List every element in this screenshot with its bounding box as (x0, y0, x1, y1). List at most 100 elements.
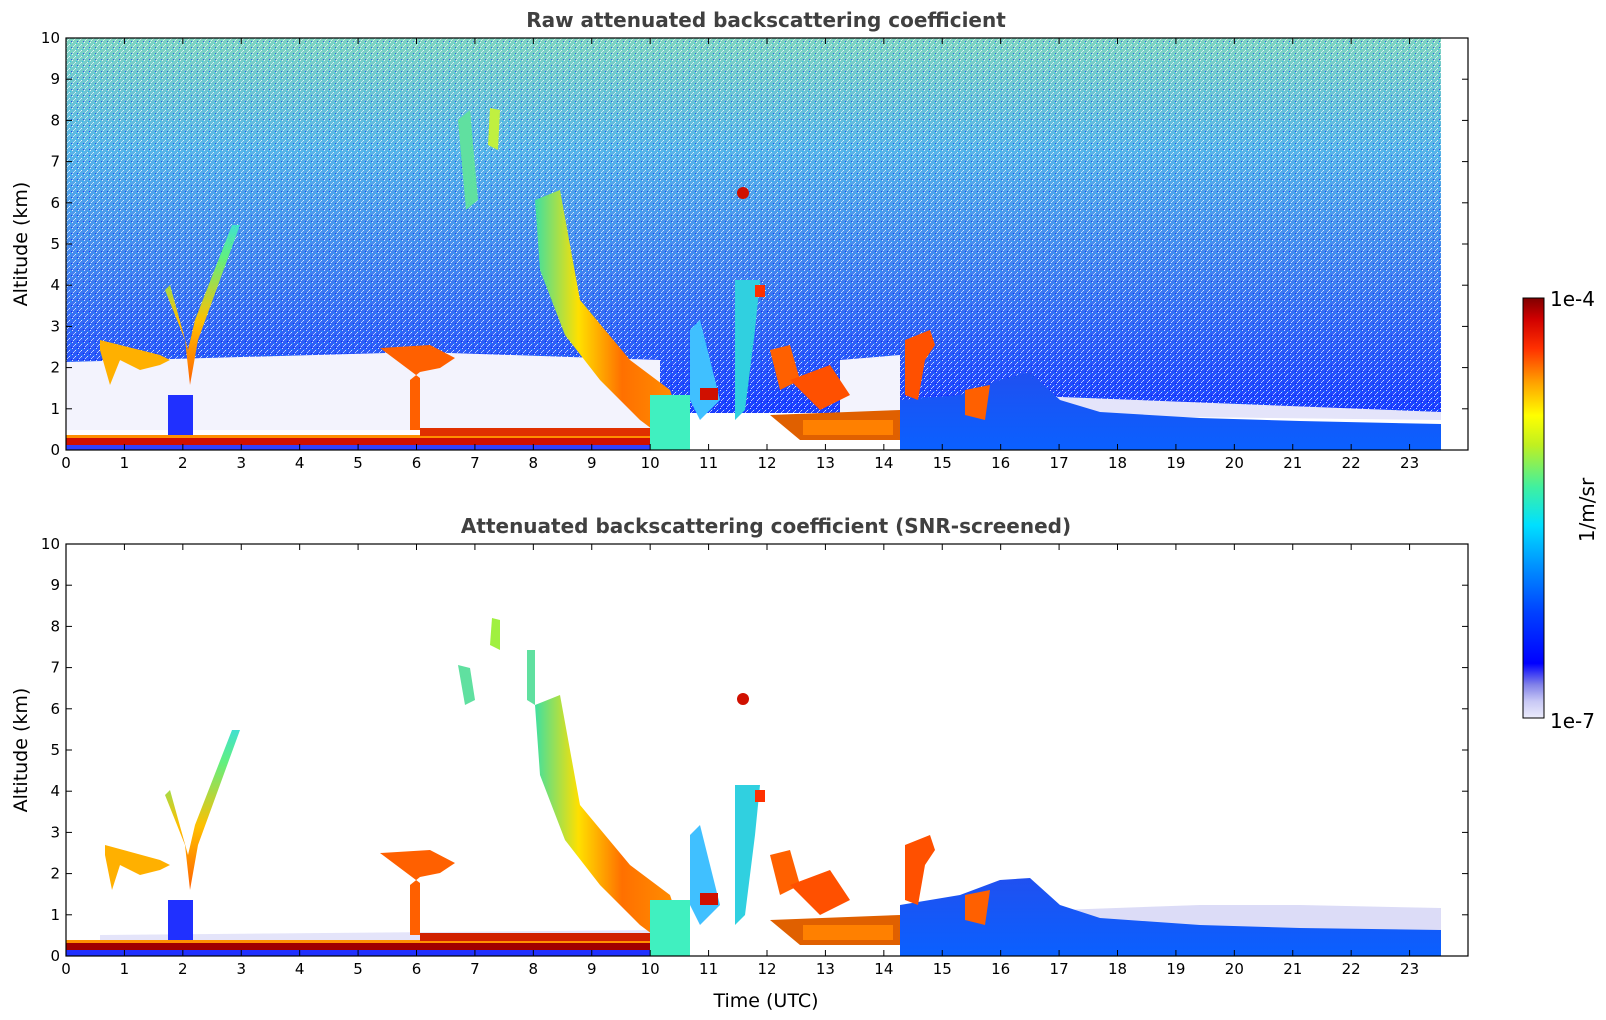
top-y-tick-label: 0 (50, 441, 60, 459)
top-x-tick-label: 16 (991, 454, 1010, 472)
bottom-surface-layer-top (66, 940, 666, 943)
top-panel: Raw attenuated backscattering coefficien… (10, 8, 1469, 472)
top-v-cloud-base (168, 395, 193, 435)
top-x-tick-label: 15 (933, 454, 952, 472)
bottom-panel-title: Attenuated backscattering coefficient (S… (461, 514, 1071, 538)
top-x-tick-label: 8 (529, 454, 539, 472)
bottom-x-tick-label: 18 (1108, 960, 1127, 978)
colorbar-unit-label: 1/m/sr (1575, 477, 1599, 542)
top-x-tick-label: 12 (757, 454, 776, 472)
top-x-tick-label: 1 (120, 454, 130, 472)
top-cell-2 (735, 280, 760, 420)
bottom-cell-3 (770, 850, 800, 895)
bottom-x-tick-label: 7 (470, 960, 480, 978)
top-y-tick-label: 9 (50, 70, 60, 88)
bottom-descending-cloud (535, 695, 680, 940)
colorbar-frame (1522, 297, 1545, 719)
bottom-cell-4 (790, 870, 850, 915)
bottom-y-axis-label: Altitude (km) (10, 688, 32, 813)
bottom-x-tick-label: 12 (757, 960, 776, 978)
top-elevated-aerosol (380, 345, 455, 430)
bottom-x-tick-label: 14 (874, 960, 893, 978)
top-x-ticks: 0 1 2 3 4 5 6 7 8 9 10 11 12 13 14 15 16 17 18 19 20 21 22 23 (61, 38, 1419, 472)
bottom-cell-2-core (755, 790, 765, 802)
bottom-heatmap (66, 544, 1468, 956)
bottom-boundary-layer (900, 878, 1441, 956)
bottom-x-tick-label: 13 (816, 960, 835, 978)
top-cell-2-core (755, 285, 765, 297)
top-cirrus-1 (458, 110, 478, 210)
bottom-x-tick-label: 0 (61, 960, 71, 978)
bottom-y-tick-label: 8 (50, 617, 60, 635)
top-boundary-layer (900, 372, 1441, 450)
bottom-cloud-base (650, 900, 690, 956)
top-isolated-cloud (737, 187, 749, 199)
bottom-y-tick-label: 1 (50, 906, 60, 924)
bottom-x-tick-label: 1 (120, 960, 130, 978)
bottom-x-tick-label: 4 (295, 960, 305, 978)
top-x-tick-label: 2 (178, 454, 188, 472)
bottom-y-tick-label: 4 (50, 782, 60, 800)
bottom-x-tick-label: 10 (641, 960, 660, 978)
top-y-tick-label: 4 (50, 276, 60, 294)
top-x-tick-label: 22 (1342, 454, 1361, 472)
top-y-tick-label: 8 (50, 111, 60, 129)
top-y-tick-label: 3 (50, 317, 60, 335)
bottom-y-tick-label: 5 (50, 741, 60, 759)
top-x-tick-label: 17 (1050, 454, 1069, 472)
top-cloud-16 (965, 385, 990, 420)
colorbar: 1e-4 1e-7 1/m/sr (1522, 287, 1599, 733)
top-heatmap (66, 38, 1468, 450)
top-cell-4 (790, 365, 850, 410)
top-x-tick-label: 7 (470, 454, 480, 472)
bottom-x-tick-label: 22 (1342, 960, 1361, 978)
bottom-x-tick-label: 2 (178, 960, 188, 978)
bottom-cell-1-core (700, 893, 718, 905)
top-y-tick-label: 1 (50, 400, 60, 418)
top-noise-speckle (66, 38, 1441, 413)
bottom-x-tick-label: 15 (933, 960, 952, 978)
bottom-y-tick-label: 2 (50, 865, 60, 883)
bottom-cloud-15 (905, 835, 935, 905)
bottom-cirrus-1 (458, 665, 475, 705)
bottom-cell-2 (735, 785, 760, 925)
bottom-y-tick-label: 6 (50, 700, 60, 718)
bottom-v-cloud-base (168, 900, 193, 940)
top-surface-layer-top (66, 435, 666, 438)
top-y-axis-label: Altitude (km) (10, 182, 32, 307)
top-x-tick-label: 0 (61, 454, 71, 472)
bottom-v-cloud (165, 730, 240, 890)
bottom-x-tick-label: 11 (699, 960, 718, 978)
top-v-cloud (165, 225, 240, 385)
top-x-tick-label: 20 (1225, 454, 1244, 472)
top-y-tick-label: 2 (50, 359, 60, 377)
top-clear-air (66, 352, 660, 430)
bottom-x-tick-label: 20 (1225, 960, 1244, 978)
bottom-x-tick-label: 8 (529, 960, 539, 978)
bottom-surface-layer (66, 943, 666, 950)
bottom-x-axis-label: Time (UTC) (712, 990, 818, 1012)
bottom-elevated-aerosol (380, 850, 455, 935)
top-cell-3 (770, 345, 800, 390)
bottom-surface-layer-base (66, 950, 666, 956)
top-y-tick-label: 10 (41, 29, 60, 47)
bottom-y-tick-label: 10 (41, 535, 60, 553)
colorbar-max-label: 1e-4 (1550, 287, 1595, 311)
top-x-tick-label: 19 (1166, 454, 1185, 472)
bottom-plot-bg (66, 544, 1468, 956)
bottom-y-tick-label: 9 (50, 576, 60, 594)
bottom-y-tick-label: 3 (50, 823, 60, 841)
top-x-tick-label: 11 (699, 454, 718, 472)
top-y-tick-label: 5 (50, 235, 60, 253)
top-x-tick-label: 14 (874, 454, 893, 472)
top-surface-layer-base (66, 445, 666, 450)
bottom-isolated-cloud (737, 693, 749, 705)
bottom-x-tick-label: 17 (1050, 960, 1069, 978)
bottom-x-tick-label: 3 (236, 960, 246, 978)
top-descending-cloud (535, 190, 680, 435)
top-panel-title: Raw attenuated backscattering coefficien… (526, 8, 1006, 32)
bottom-cell-5-core (803, 925, 893, 940)
bottom-cloud-16 (965, 890, 990, 925)
top-x-tick-label: 4 (295, 454, 305, 472)
